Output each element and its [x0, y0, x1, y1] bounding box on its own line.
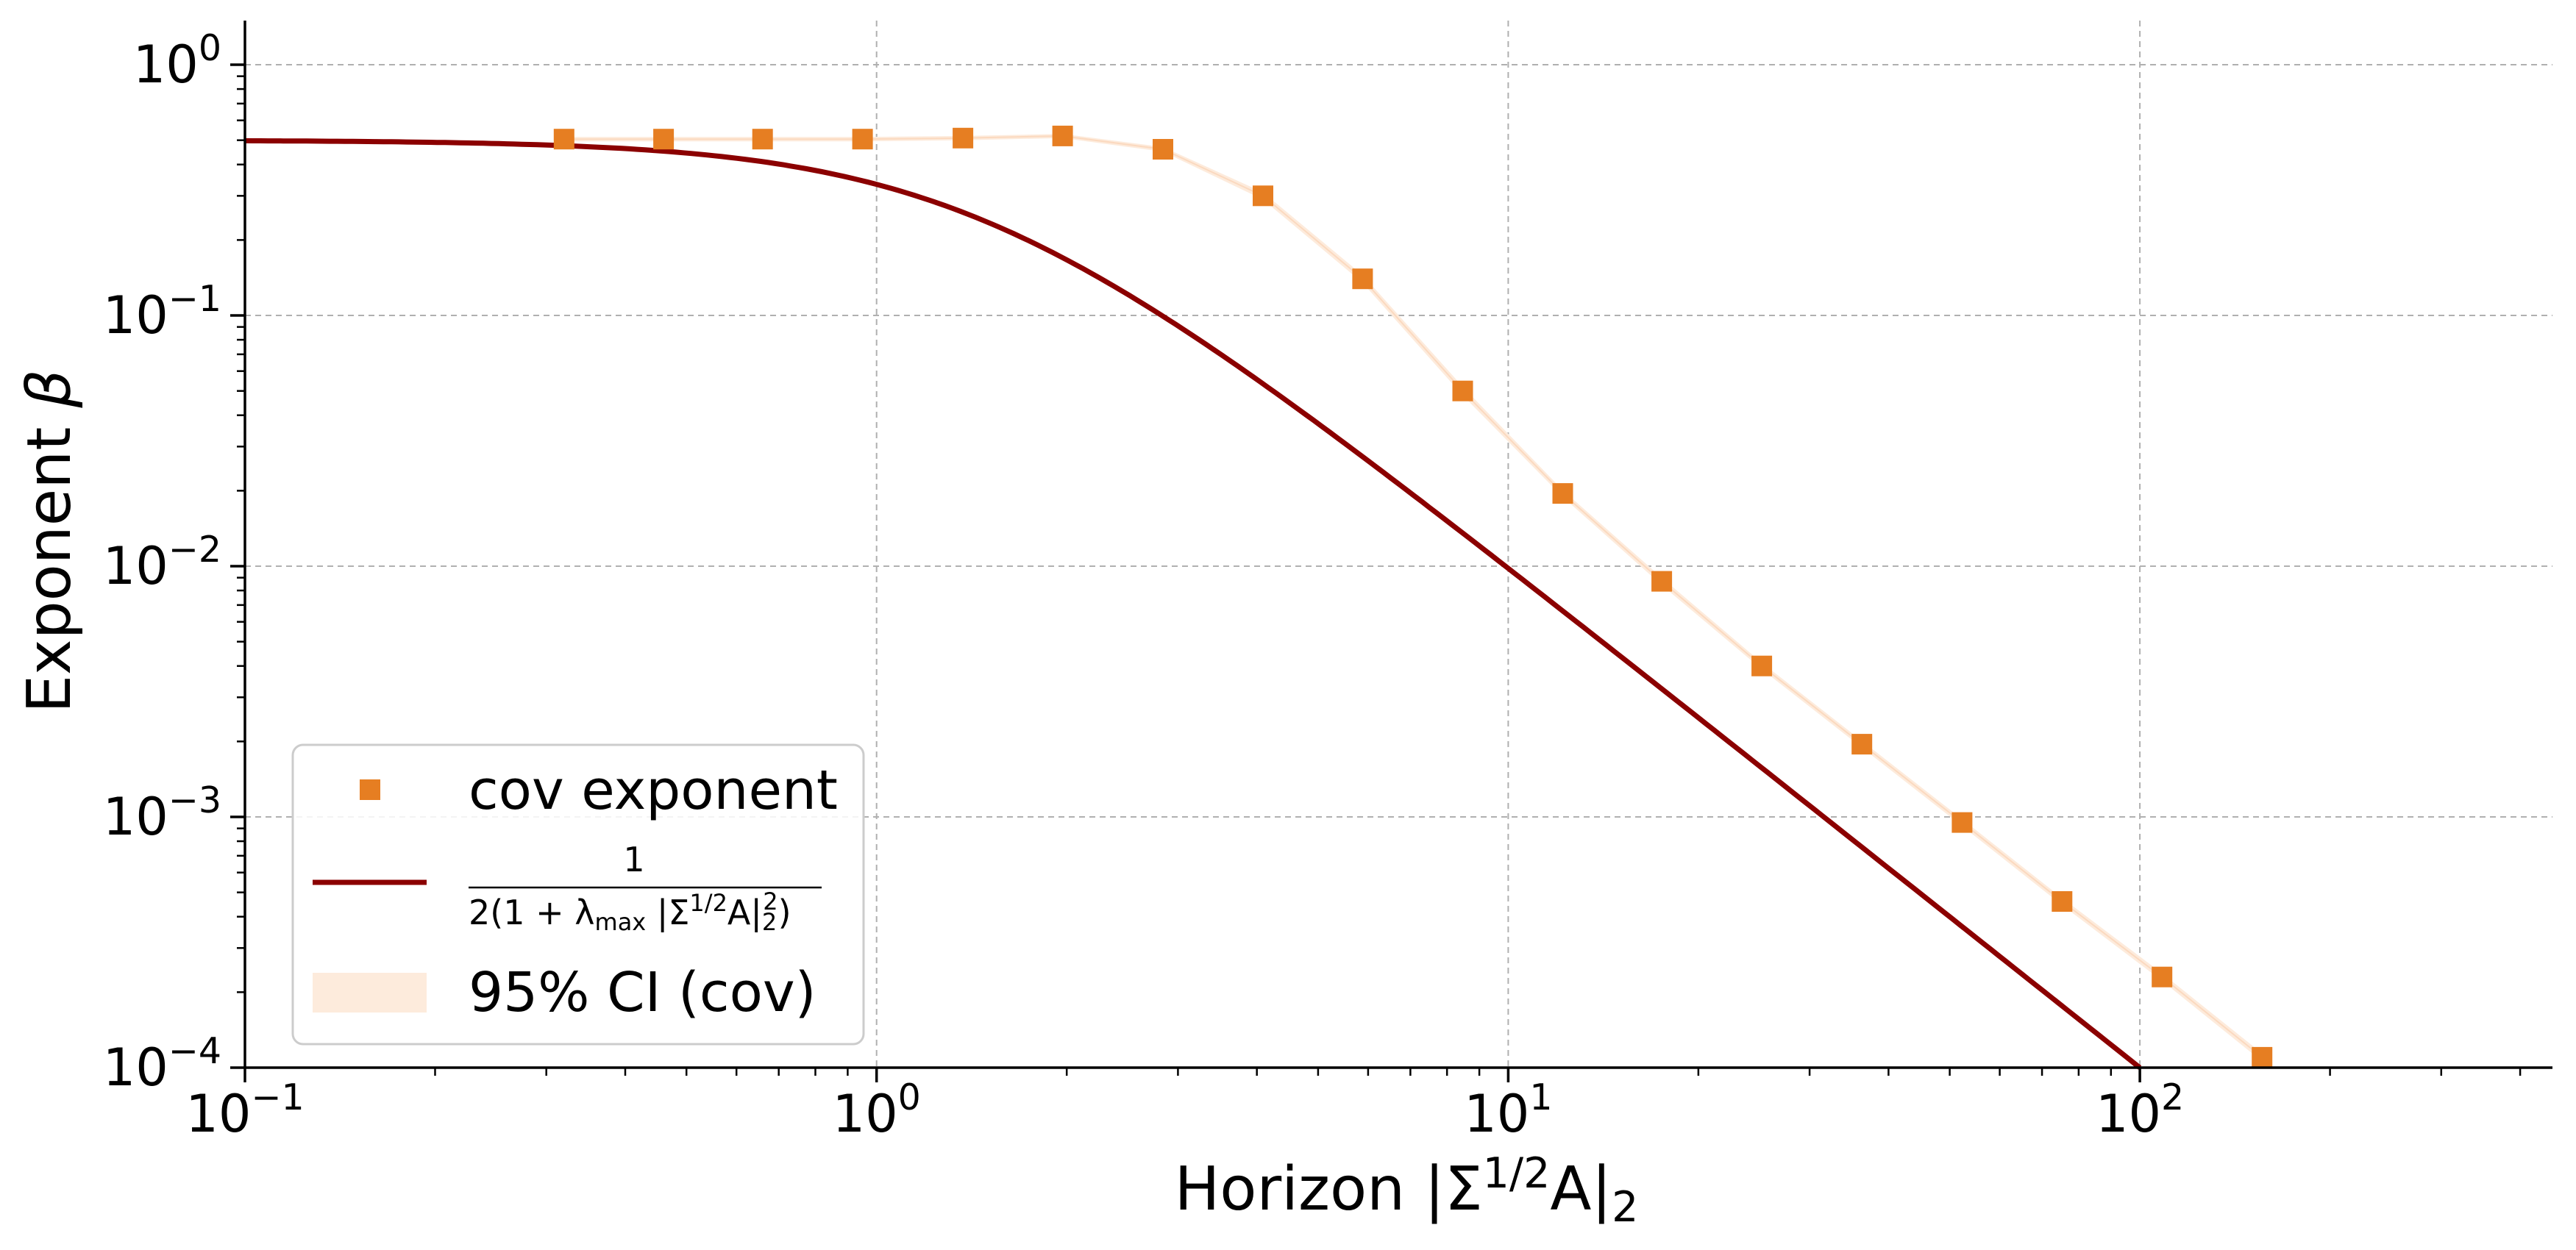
legend-label-ci: 95% CI (cov): [469, 961, 816, 1024]
cov-marker: [2152, 966, 2173, 988]
cov-marker: [2252, 1046, 2273, 1068]
x-tick-label: 101: [1464, 1076, 1552, 1144]
x-axis-label: Horizon |Σ1/2A|2: [1175, 1149, 1639, 1232]
cov-marker: [653, 129, 675, 150]
legend-marker-cov: [360, 779, 380, 800]
cov-marker: [1052, 125, 1073, 146]
ci-band-line: [563, 135, 2263, 1058]
x-tick-label: 100: [833, 1076, 921, 1144]
cov-marker: [1153, 139, 1173, 160]
ci-band: [563, 134, 2263, 1062]
legend-frac-numerator: 1: [623, 840, 644, 879]
cov-marker: [1452, 380, 1473, 401]
x-tick-label: 10−1: [185, 1076, 304, 1144]
y-tick-label: 10−3: [103, 779, 221, 847]
cov-marker: [1751, 655, 1773, 676]
x-tick-labels: 10−1 100 101 102: [185, 1076, 2184, 1144]
x-tick-label: 102: [2096, 1076, 2184, 1144]
y-tick-labels: 100 10−1 10−2 10−3 10−4: [103, 27, 221, 1098]
y-tick-label: 100: [133, 27, 221, 95]
legend-frac-denominator: 2(1 + λmax |Σ1/2A|22): [469, 888, 791, 936]
legend: cov exponent 1 2(1 + λmax |Σ1/2A|22) 95%…: [291, 743, 865, 1046]
y-tick-label: 10−2: [103, 529, 221, 596]
cov-marker: [1951, 812, 1973, 833]
legend-swatch-ci: [313, 973, 427, 1013]
cov-marker: [953, 127, 974, 149]
legend-label-cov: cov exponent: [469, 759, 838, 822]
legend-label-theory: 1 2(1 + λmax |Σ1/2A|22): [469, 840, 822, 936]
cov-marker: [1651, 571, 1673, 592]
cov-marker: [2052, 891, 2073, 912]
y-tick-label: 10−4: [103, 1030, 221, 1098]
axis-ticks: [230, 63, 2522, 1082]
legend-frame: [291, 743, 865, 1046]
cov-marker: [1253, 185, 1273, 207]
cov-marker: [553, 129, 574, 150]
y-axis-label: Exponent β: [15, 369, 85, 713]
cov-marker: [752, 129, 773, 150]
cov-marker: [1552, 483, 1573, 504]
cov-marker: [852, 129, 873, 150]
cov-markers: [553, 125, 2273, 1068]
cov-marker: [1352, 268, 1373, 290]
y-tick-label: 10−1: [103, 278, 221, 346]
cov-marker: [1851, 734, 1873, 755]
